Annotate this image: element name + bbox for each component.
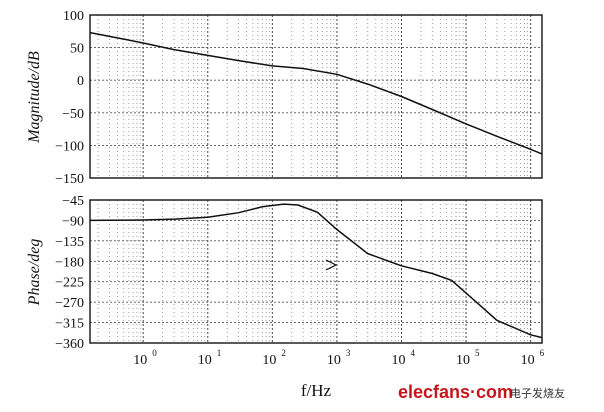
x-tick-label: 10 xyxy=(391,353,405,368)
phase-panel: −45 −90 −135 −180 −225 −270 −315 −360 Phase/deg xyxy=(26,194,543,352)
magnitude-y-tick-label: 50 xyxy=(70,42,84,57)
magnitude-y-tick-label: 0 xyxy=(77,74,84,89)
phase-y-tick-label: −270 xyxy=(55,296,84,311)
phase-frame xyxy=(89,199,543,344)
x-tick-label: 10 xyxy=(327,353,341,368)
x-tick-labels: 10 0 10 1 10 2 10 3 10 4 10 5 10 6 xyxy=(133,348,544,368)
x-tick-label: 10 xyxy=(133,353,147,368)
phase-y-tick-label: −90 xyxy=(62,214,84,229)
phase-arrow-marker xyxy=(325,259,338,271)
magnitude-y-ticks: 100 50 0 −50 −100 −150 xyxy=(55,9,84,187)
magnitude-series-line xyxy=(89,31,543,155)
x-axis-label: f/Hz xyxy=(301,381,332,400)
x-tick-exponent: 5 xyxy=(475,348,480,358)
phase-y-tick-label: −45 xyxy=(62,194,84,209)
x-tick-exponent: 3 xyxy=(346,348,351,358)
x-tick-exponent: 0 xyxy=(152,348,157,358)
phase-grid xyxy=(90,200,542,343)
x-tick-exponent: 6 xyxy=(540,348,545,358)
phase-y-tick-label: −180 xyxy=(55,255,84,270)
x-tick-label: 10 xyxy=(198,353,212,368)
x-tick-label: 10 xyxy=(521,353,535,368)
x-tick-exponent: 4 xyxy=(410,348,415,358)
magnitude-panel: 100 50 0 −50 −100 −150 Magnitude/dB xyxy=(26,9,543,187)
watermark-brand: elecfans·com xyxy=(398,382,513,402)
phase-y-tick-label: −135 xyxy=(55,235,84,250)
magnitude-y-tick-label: 100 xyxy=(63,9,84,24)
magnitude-axis-label: Magnitude/dB xyxy=(26,51,43,144)
x-tick-exponent: 1 xyxy=(217,348,222,358)
watermark-cn: 电子发烧友 xyxy=(510,386,565,400)
phase-series-line xyxy=(89,203,543,339)
phase-y-tick-label: −315 xyxy=(55,317,84,332)
watermark: elecfans·com 电子发烧友 xyxy=(398,382,565,402)
phase-axis-label: Phase/deg xyxy=(26,239,43,307)
x-tick-exponent: 2 xyxy=(281,348,286,358)
x-tick-label: 10 xyxy=(262,353,276,368)
phase-y-tick-label: −360 xyxy=(55,337,84,352)
phase-y-tick-label: −225 xyxy=(55,276,84,291)
magnitude-y-tick-label: −50 xyxy=(62,107,84,122)
magnitude-grid xyxy=(90,15,542,178)
x-tick-label: 10 xyxy=(456,353,470,368)
magnitude-y-tick-label: −100 xyxy=(55,139,84,154)
magnitude-frame xyxy=(89,14,543,179)
magnitude-y-tick-label: −150 xyxy=(55,172,84,187)
phase-y-ticks: −45 −90 −135 −180 −225 −270 −315 −360 xyxy=(55,194,84,352)
